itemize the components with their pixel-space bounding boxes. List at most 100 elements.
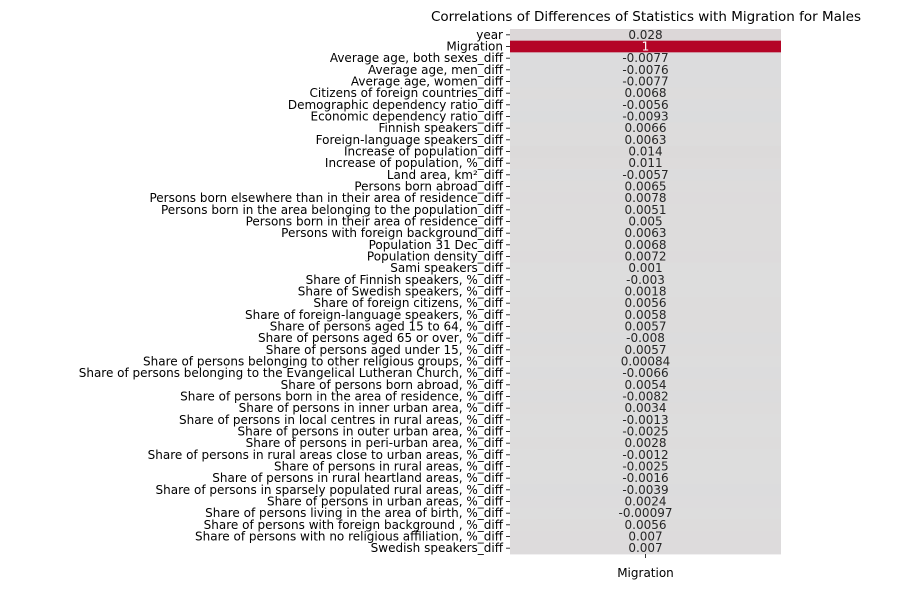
- cell-value-label: -0.0093: [622, 110, 668, 124]
- cell-value-label: 0.0078: [625, 191, 667, 205]
- y-tick-label: Share of persons aged 65 or over, %_diff: [258, 331, 504, 345]
- y-tick-label: Citizens of foreign countries_diff: [310, 86, 504, 100]
- cell-value-label: 0.007: [628, 541, 662, 555]
- cell-value-label: -0.0082: [622, 390, 668, 404]
- y-tick-label: Share of persons in urban areas, %_diff: [267, 495, 504, 509]
- y-tick-label: Average age, men_diff: [368, 63, 504, 77]
- cell-value-label: 0.0063: [625, 133, 667, 147]
- heatmap-cell: [510, 99, 781, 112]
- y-tick-label: Share of persons in rural heartland area…: [212, 471, 503, 485]
- heatmap-cell: [510, 87, 781, 100]
- y-tick-label: Persons born elsewhere than in their are…: [149, 191, 503, 205]
- heatmap-cell: [510, 542, 781, 555]
- cell-value-label: -0.0077: [622, 51, 668, 65]
- cell-value-label: 0.0056: [625, 296, 667, 310]
- cell-value-label: -0.0077: [622, 75, 668, 89]
- heatmap-cell: [510, 204, 781, 217]
- heatmap-cell: [510, 379, 781, 392]
- cell-value-label: 0.0066: [625, 121, 667, 135]
- cell-value-label: -0.0076: [622, 63, 668, 77]
- cell-value-label: 0.0068: [625, 238, 667, 252]
- y-tick-label: Share of Finnish speakers, %_diff: [306, 273, 504, 287]
- heatmap-cell: [510, 530, 781, 543]
- y-tick-label: Swedish speakers_diff: [371, 541, 504, 555]
- y-tick-label: Share of persons aged under 15, %_diff: [266, 343, 504, 357]
- heatmap-cell: [510, 64, 781, 77]
- cell-value-label: -0.0025: [622, 460, 668, 474]
- cell-value-label: 0.0056: [625, 518, 667, 532]
- heatmap-cell: [510, 402, 781, 415]
- cell-value-label: 1: [642, 40, 650, 54]
- heatmap-cell: [510, 297, 781, 310]
- heatmap-cell: [510, 355, 781, 368]
- heatmap-cell: [510, 110, 781, 123]
- cell-value-label: 0.0057: [625, 320, 667, 334]
- heatmap-cell: [510, 122, 781, 135]
- cell-value-label: -0.0066: [622, 366, 668, 380]
- x-tick-label: Migration: [617, 566, 674, 580]
- heatmap-cell-labels: 0.0281-0.0077-0.0076-0.00770.0068-0.0056…: [619, 28, 673, 555]
- y-tick-label: Average age, women_diff: [351, 75, 504, 89]
- heatmap-cell: [510, 507, 781, 520]
- heatmap-cell: [510, 274, 781, 287]
- heatmap-cell: [510, 484, 781, 497]
- y-tick-label: Share of persons belonging to the Evange…: [79, 366, 504, 380]
- y-tick-label: Persons born abroad_diff: [354, 180, 503, 194]
- heatmap-cell: [510, 157, 781, 170]
- cell-value-label: -0.003: [626, 273, 665, 287]
- heatmap-cell: [510, 192, 781, 205]
- heatmap-cell: [510, 449, 781, 462]
- y-tick-label: Population density_diff: [367, 250, 504, 264]
- cell-value-label: 0.0072: [625, 250, 667, 264]
- heatmap-cell: [510, 519, 781, 532]
- cell-value-label: 0.001: [628, 261, 662, 275]
- y-tick-label: Share of persons living in the area of b…: [205, 506, 504, 520]
- cell-value-label: -0.0012: [622, 448, 668, 462]
- cell-value-label: -0.008: [626, 331, 665, 345]
- heatmap-cell: [510, 169, 781, 182]
- y-tick-label: year: [476, 28, 503, 42]
- y-tick-label: Population 31 Dec_diff: [369, 238, 504, 252]
- heatmap-cell: [510, 262, 781, 275]
- heatmap-cell: [510, 180, 781, 193]
- y-tick-label: Migration: [446, 40, 503, 54]
- heatmap-cell: [510, 309, 781, 322]
- cell-value-label: -0.00097: [619, 506, 673, 520]
- cell-value-label: -0.0057: [622, 168, 668, 182]
- heatmap-cell: [510, 495, 781, 508]
- cell-value-label: 0.0034: [625, 401, 667, 415]
- y-tick-label: Share of persons with no religious affil…: [195, 530, 504, 544]
- y-tick-label: Finnish speakers_diff: [379, 121, 504, 135]
- heatmap-cell: [510, 460, 781, 473]
- cell-value-label: 0.0051: [625, 203, 667, 217]
- y-tick-label: Persons born in their area of residence_…: [246, 215, 504, 229]
- heatmap-cell: [510, 367, 781, 380]
- cell-value-label: -0.0016: [622, 471, 668, 485]
- y-tick-label: Share of persons in rural areas close to…: [148, 448, 504, 462]
- heatmap-cell: [510, 52, 781, 65]
- heatmap-cell: [510, 332, 781, 345]
- heatmap-cell: [510, 320, 781, 333]
- cell-value-label: 0.0024: [625, 495, 667, 509]
- cell-value-label: 0.0058: [625, 308, 667, 322]
- y-tick-label: Share of persons belonging to other reli…: [143, 355, 504, 369]
- y-tick-label: Share of persons in local centres in rur…: [179, 413, 504, 427]
- cell-value-label: -0.0025: [622, 425, 668, 439]
- y-tick-label: Demographic dependency ratio_diff: [288, 98, 504, 112]
- y-tick-label: Share of persons aged 15 to 64, %_diff: [270, 320, 504, 334]
- y-tick-label: Increase of population, %_diff: [325, 156, 504, 170]
- cell-value-label: 0.0054: [625, 378, 667, 392]
- y-tick-label: Land area, km²_diff: [387, 168, 504, 182]
- y-tick-label: Share of persons in peri-urban area, %_d…: [246, 436, 504, 450]
- heatmap-cell: [510, 344, 781, 357]
- y-tick-label: Persons with foreign background_diff: [281, 226, 504, 240]
- cell-value-label: 0.0028: [625, 436, 667, 450]
- x-axis: Migration: [617, 554, 674, 580]
- y-tick-label: Share of persons with foreign background…: [204, 518, 504, 532]
- cell-value-label: 0.011: [628, 156, 662, 170]
- heatmap-cell: [510, 425, 781, 438]
- heatmap-cell: [510, 239, 781, 252]
- y-tick-label: Share of foreign-language speakers, %_di…: [245, 308, 504, 322]
